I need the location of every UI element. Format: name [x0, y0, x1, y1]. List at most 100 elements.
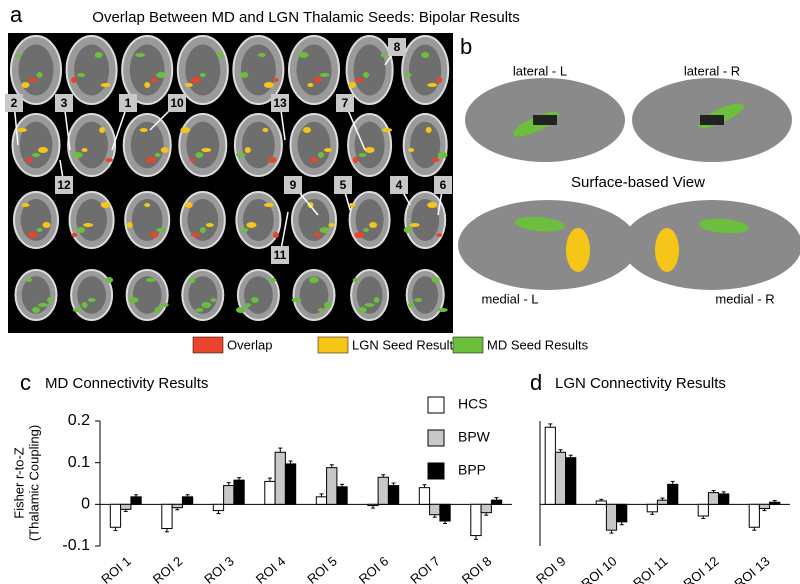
activation-blob — [313, 233, 322, 237]
activation-blob — [180, 127, 191, 133]
activation-blob — [72, 152, 83, 158]
y-tick-label: 0 — [81, 496, 90, 513]
activation-blob — [184, 202, 193, 208]
y-tick-label: 0.1 — [68, 454, 90, 471]
roi-box — [55, 94, 73, 112]
brain-inner — [19, 121, 53, 169]
y-axis-label: (Thalamic Coupling) — [26, 425, 41, 541]
legend-label: MD Seed Results — [487, 337, 589, 352]
bar — [326, 467, 338, 505]
activation-blob — [244, 303, 251, 307]
activation-blob — [291, 298, 302, 302]
roi-box — [334, 176, 352, 194]
activation-blob — [263, 203, 274, 207]
activation-blob — [352, 278, 359, 282]
activation-blob — [38, 303, 48, 307]
bar — [748, 503, 760, 528]
x-tick-label: ROI 8 — [459, 553, 495, 584]
brain-inner — [185, 44, 221, 96]
brain-inner — [243, 199, 274, 241]
dark-region — [533, 115, 557, 125]
activation-blob — [358, 307, 367, 313]
brain-inner — [355, 199, 384, 241]
panel-letter: b — [460, 34, 472, 59]
activation-blob — [257, 53, 266, 57]
activation-blob — [126, 222, 133, 228]
bar — [667, 483, 679, 505]
roi-box — [5, 94, 23, 112]
activation-blob — [358, 153, 367, 157]
roi-label: 13 — [273, 96, 287, 110]
bar — [387, 485, 400, 505]
activation-blob — [32, 153, 40, 157]
roi-box — [55, 176, 73, 194]
activation-blob — [27, 232, 38, 238]
bar — [212, 503, 225, 512]
activation-blob — [268, 157, 277, 163]
activation-blob — [156, 228, 167, 232]
brain-inner — [132, 276, 162, 314]
activation-blob — [189, 158, 196, 162]
activation-blob — [190, 233, 201, 237]
activation-blob — [425, 127, 432, 133]
bar — [429, 503, 441, 516]
activation-blob — [94, 52, 103, 58]
activation-blob — [363, 228, 370, 232]
x-tick-label: ROI 6 — [356, 553, 392, 584]
activation-blob — [313, 77, 322, 83]
activation-blob — [436, 77, 443, 83]
x-tick-label: ROI 13 — [731, 553, 772, 584]
activation-blob — [210, 298, 217, 302]
bar — [646, 503, 658, 513]
activation-blob — [15, 53, 22, 57]
activation-blob — [324, 302, 332, 308]
x-tick-label: ROI 5 — [304, 553, 340, 584]
bar — [284, 463, 297, 505]
activation-blob — [246, 222, 257, 228]
brain-inner — [18, 44, 54, 96]
bar — [718, 493, 730, 505]
legend-label: LGN Seed Results — [352, 337, 460, 352]
activation-blob — [307, 83, 314, 87]
md-region — [514, 216, 565, 232]
activation-blob — [244, 147, 251, 153]
panel-title: Overlap Between MD and LGN Thalamic Seed… — [92, 9, 519, 26]
activation-blob — [81, 302, 88, 308]
legend-swatch — [427, 429, 445, 447]
roi-label: 12 — [57, 178, 71, 192]
activation-blob — [319, 227, 330, 233]
dark-region — [700, 115, 724, 125]
lgn-region — [655, 228, 679, 272]
bar — [223, 485, 235, 505]
activation-blob — [235, 307, 246, 313]
activation-blob — [263, 82, 274, 88]
brain-inner — [299, 276, 329, 314]
activation-blob — [431, 277, 440, 283]
activation-blob — [369, 222, 378, 228]
bar — [656, 499, 669, 505]
activation-blob — [195, 152, 204, 158]
roi-box — [119, 94, 137, 112]
bar — [554, 451, 567, 505]
activation-blob — [250, 297, 259, 303]
activation-blob — [38, 147, 48, 153]
x-tick-label: ROI 9 — [533, 553, 569, 584]
brain-inner — [77, 276, 106, 314]
bar — [264, 480, 276, 505]
y-tick-label: 0.2 — [68, 412, 90, 429]
activation-blob — [324, 148, 332, 152]
bar — [109, 503, 122, 528]
activation-blob — [262, 128, 269, 132]
activation-blob — [144, 203, 151, 207]
activation-blob — [364, 147, 375, 153]
activation-blob — [26, 278, 32, 282]
brain-inner — [241, 121, 275, 169]
activation-blob — [348, 203, 357, 207]
bar — [616, 503, 628, 523]
brain-inner — [74, 44, 110, 96]
roi-box — [271, 94, 289, 112]
activation-blob — [99, 127, 106, 133]
activation-blob — [318, 308, 324, 312]
activation-blob — [47, 297, 53, 303]
